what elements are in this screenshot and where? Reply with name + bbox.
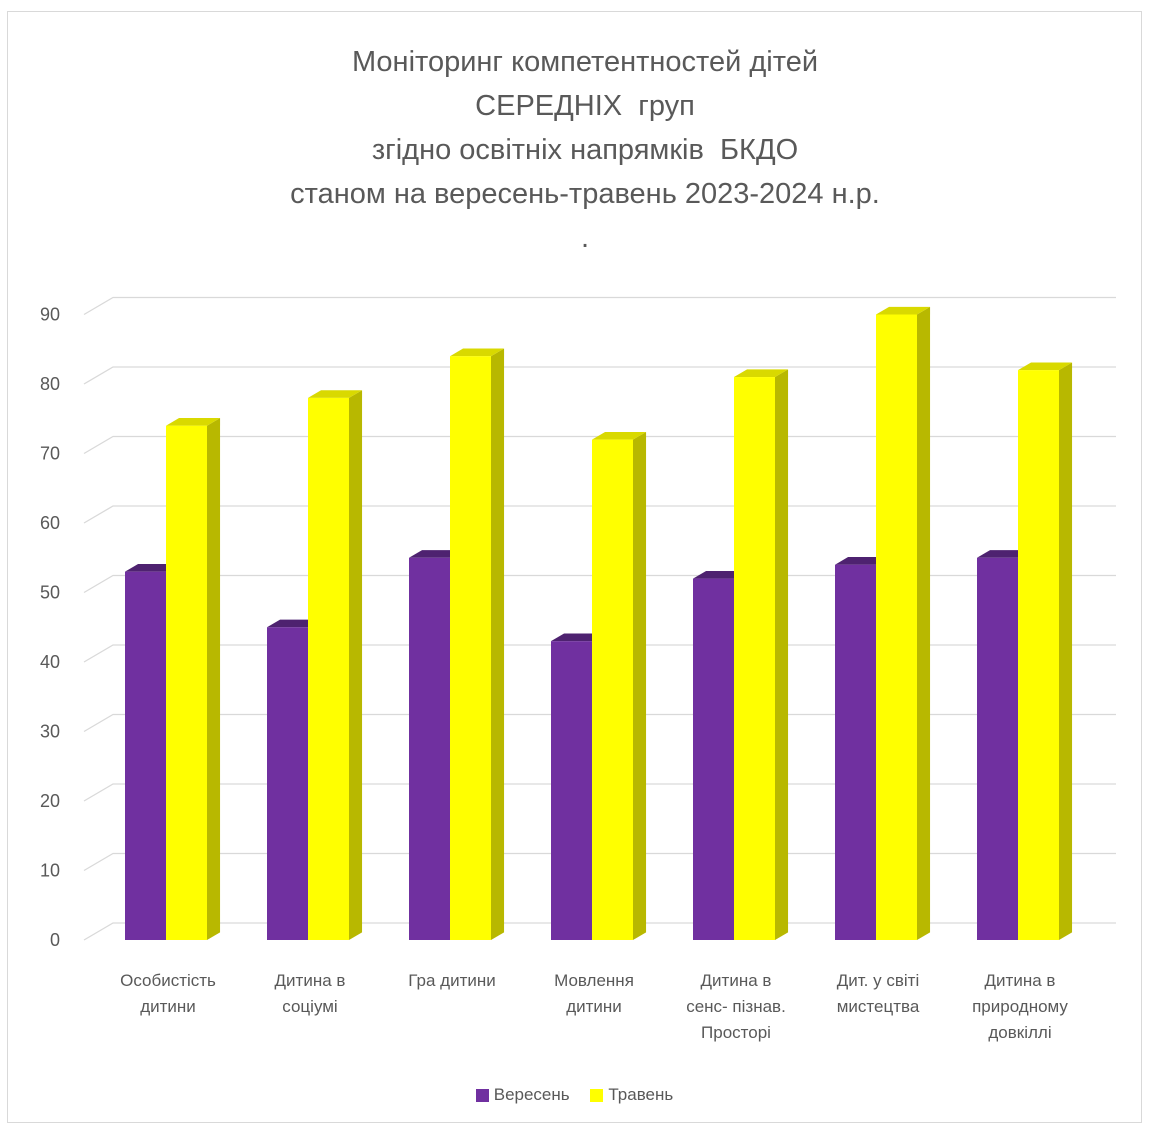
bar-may-6 — [876, 306, 931, 941]
legend-label-september: Вересень — [493, 1085, 570, 1104]
legend-item-september: Вересень — [475, 1085, 570, 1105]
bar-front — [308, 397, 349, 940]
bar-side — [1059, 362, 1073, 940]
bar-side — [491, 348, 505, 940]
title-line-1: Моніторинг компетентностей дітей — [351, 46, 819, 78]
bar-may-7 — [1018, 362, 1073, 941]
legend: Вересень Травень — [0, 1085, 1149, 1107]
y-tick-label-50: 50 — [40, 583, 60, 603]
legend-label-may: Травень — [608, 1085, 674, 1104]
bar-side — [207, 418, 221, 940]
bar-top — [551, 633, 606, 642]
legend-item-may: Травень — [590, 1085, 673, 1105]
bar-top — [592, 431, 647, 440]
y-tick-label-90: 90 — [40, 305, 60, 325]
bar-top — [876, 306, 931, 315]
legend-swatch-september — [475, 1088, 489, 1102]
bar-front — [125, 571, 166, 940]
bar-front — [1018, 370, 1059, 941]
bar-side — [917, 306, 931, 941]
bar-may-5 — [734, 369, 789, 940]
bar-front — [450, 356, 491, 940]
bar-front — [592, 439, 633, 940]
chart-frame — [7, 11, 1142, 1123]
y-tick-label-30: 30 — [40, 722, 60, 742]
y-tick-label-0: 0 — [50, 930, 60, 950]
bar-front — [267, 627, 308, 940]
bar-top — [1018, 362, 1073, 371]
title-line-4: станом на вересень-травень 2023-2024 н.р… — [290, 178, 880, 210]
bars — [125, 306, 1073, 941]
bar-front — [835, 564, 876, 940]
title-line-5: . — [580, 222, 590, 254]
y-tick-label-70: 70 — [40, 444, 60, 464]
x-category-label-2: Дитина в соціумі — [275, 971, 346, 1016]
bar-side — [775, 369, 789, 940]
bar-top — [166, 418, 221, 426]
bar-may-1 — [166, 418, 221, 940]
x-category-label-6: Дит. у світі мистецтва — [837, 971, 920, 1016]
x-category-label-1: Особистість дитини — [120, 971, 216, 1016]
bar-top — [409, 550, 464, 558]
y-tick-label-40: 40 — [40, 652, 60, 672]
bar-side — [349, 390, 363, 940]
bar-top — [835, 557, 890, 565]
bar-top — [450, 348, 505, 357]
bar-front — [876, 314, 917, 940]
x-category-label-5: Дитина в сенс- пізнав. Просторі — [686, 971, 786, 1042]
legend-swatch-may — [590, 1088, 604, 1102]
bar-front — [977, 557, 1018, 940]
bar-top — [977, 550, 1032, 558]
bar-may-3 — [450, 348, 505, 940]
gridline-80 — [83, 366, 1116, 385]
bar-front — [734, 377, 775, 940]
bar-top — [693, 570, 748, 579]
x-category-label-7: Дитина в природному довкіллі — [972, 971, 1068, 1042]
bar-top — [125, 564, 180, 572]
bar-may-2 — [308, 390, 363, 940]
chart-title: Моніторинг компетентностей дітей СЕРЕДНІ… — [100, 40, 1070, 260]
gridline-90 — [83, 296, 1116, 316]
bar-side — [633, 431, 647, 940]
bar-front — [693, 578, 734, 940]
bar-top — [734, 369, 789, 378]
bar-front — [166, 425, 207, 940]
bar-top — [308, 390, 363, 398]
bar-may-4 — [592, 431, 647, 940]
y-axis: 0 10 20 30 40 50 60 70 80 90 — [40, 305, 60, 951]
title-line-3: згідно освітніх напрямків БКДО — [371, 134, 799, 166]
x-category-label-4: Мовлення дитини — [554, 971, 634, 1016]
y-tick-label-80: 80 — [40, 374, 60, 394]
x-category-label-3: Гра дитини — [408, 971, 495, 990]
y-tick-label-10: 10 — [40, 861, 60, 881]
bar-front — [551, 641, 592, 940]
x-axis: Особистість дитини Дитина в соціумі Гра дити… — [120, 971, 1068, 1042]
title-line-2: СЕРЕДНІХ груп — [475, 90, 695, 122]
y-tick-label-20: 20 — [40, 791, 60, 811]
bar-top — [267, 619, 322, 628]
bar-front — [409, 557, 450, 940]
y-tick-label-60: 60 — [40, 513, 60, 533]
